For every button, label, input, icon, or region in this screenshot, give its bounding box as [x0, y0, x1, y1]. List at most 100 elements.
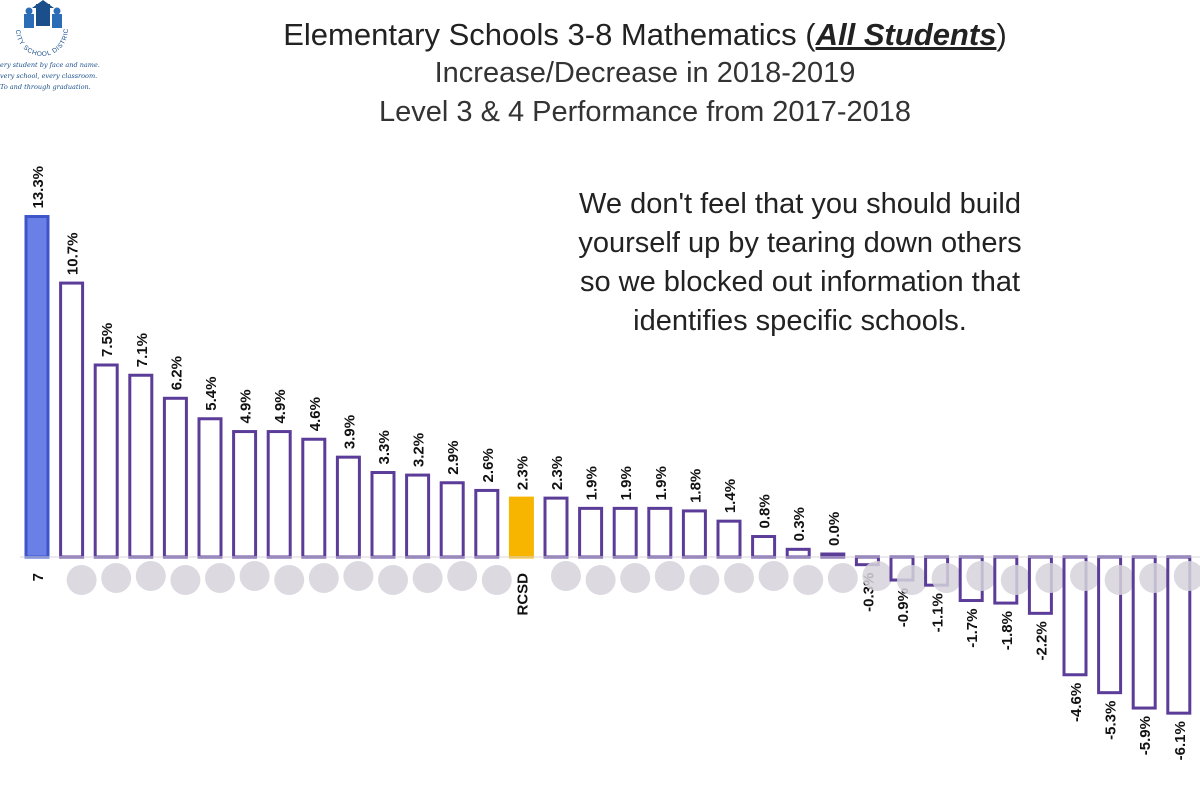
- data-label: -1.8%: [999, 611, 1016, 650]
- redacted-school-dot: [620, 563, 651, 593]
- bar: [508, 496, 534, 559]
- bar-chart: 13.3% 7 10.7% 7.5% 7.1% 6.2% 5.4% 4.9% 4.9% 4.6% 3…: [20, 166, 1200, 760]
- data-label: -2.2%: [1033, 621, 1050, 660]
- redacted-school-dot: [689, 565, 720, 595]
- bar: [128, 373, 154, 559]
- data-label: 1.9%: [653, 466, 670, 500]
- data-label: -5.9%: [1137, 716, 1154, 755]
- data-label: 2.9%: [445, 441, 462, 475]
- redacted-school-dot: [1000, 565, 1031, 595]
- bar: [647, 506, 673, 559]
- bar: [751, 535, 777, 559]
- redacted-school-dot: [862, 561, 893, 591]
- redacted-school-dot: [1035, 563, 1066, 593]
- data-label: 1.8%: [687, 469, 704, 503]
- redacted-school-dot: [205, 563, 235, 593]
- district-logo: CITY SCHOOL DISTRICT ery student by face…: [0, 0, 110, 105]
- data-label: 0.8%: [757, 494, 774, 528]
- redacted-school-dot: [827, 563, 858, 593]
- redacted-school-dot: [1139, 563, 1170, 593]
- redacted-school-dot: [966, 561, 997, 591]
- data-label: 2.6%: [480, 448, 497, 482]
- data-label: -1.1%: [930, 593, 947, 632]
- bar: [93, 363, 119, 559]
- redacted-school-dot: [66, 565, 97, 595]
- bar: [681, 509, 707, 559]
- data-label: -0.9%: [895, 588, 912, 627]
- data-label: 2.3%: [549, 456, 566, 490]
- bar: [716, 519, 742, 559]
- data-label: 3.3%: [376, 430, 393, 464]
- bar: [474, 488, 500, 559]
- redacted-school-dot: [378, 565, 408, 595]
- data-label: 2.3%: [514, 456, 531, 490]
- chart-subtitle-line-2: Level 3 & 4 Performance from 2017-2018: [379, 96, 911, 128]
- redacted-school-dot: [135, 561, 166, 591]
- data-label: 5.4%: [203, 377, 220, 411]
- bar: [266, 430, 292, 559]
- data-label: 0.0%: [826, 512, 843, 546]
- redacted-school-dot: [274, 565, 305, 595]
- redacted-school-dot: [308, 563, 339, 593]
- data-label: 3.9%: [341, 415, 358, 449]
- bar: [785, 547, 811, 559]
- redacted-school-dot: [1173, 561, 1200, 591]
- redacted-school-dot: [101, 563, 132, 593]
- school-building-icon: CITY SCHOOL DISTRICT: [10, 0, 69, 58]
- bar: [335, 455, 361, 559]
- redacted-school-dot: [170, 565, 201, 595]
- redacted-school-dot: [585, 565, 616, 595]
- redacted-school-dot: [447, 561, 478, 591]
- data-label: 4.9%: [238, 389, 255, 423]
- redacted-school-dot: [931, 563, 962, 593]
- data-label: 4.6%: [307, 397, 324, 431]
- bar: [612, 506, 638, 559]
- data-label: -6.1%: [1172, 721, 1189, 760]
- bar: [405, 473, 431, 559]
- bar: [197, 417, 223, 559]
- data-label: 7.5%: [99, 323, 116, 357]
- data-label: -1.7%: [964, 609, 981, 648]
- redacted-school-dot: [1070, 561, 1100, 591]
- data-label: -5.3%: [1103, 701, 1120, 740]
- bar: [162, 396, 188, 559]
- redacted-school-dot: [724, 563, 754, 593]
- chart-subtitle-line-1: Increase/Decrease in 2018-2019: [434, 57, 856, 89]
- chart-title-block: Elementary Schools 3-8 Mathematics (All …: [200, 16, 1090, 132]
- title-emphasis: All Students: [815, 17, 997, 52]
- bar: [543, 496, 569, 559]
- data-label: 13.3%: [30, 166, 47, 209]
- bar: [301, 437, 327, 559]
- data-label: 3.2%: [411, 433, 428, 467]
- bar: [24, 215, 50, 559]
- redacted-school-dot: [239, 561, 270, 591]
- redacted-school-dot: [551, 561, 581, 591]
- redacted-school-dot: [343, 561, 374, 591]
- data-label: -4.6%: [1068, 683, 1085, 722]
- privacy-note: We don't feel that you should build your…: [578, 188, 1022, 337]
- logo-tagline: ery student by face and name. very schoo…: [0, 61, 100, 91]
- redacted-school-dot: [793, 565, 824, 595]
- category-label: RCSD: [514, 573, 531, 616]
- data-label: 1.9%: [618, 466, 635, 500]
- redacted-school-dot: [758, 561, 789, 591]
- data-label: 4.9%: [272, 389, 289, 423]
- bar: [578, 506, 604, 559]
- data-label: 1.9%: [584, 466, 601, 500]
- bar: [59, 281, 85, 559]
- data-label: 0.3%: [791, 507, 808, 541]
- chart-title: Elementary Schools 3-8 Mathematics (All …: [283, 17, 1007, 52]
- redacted-school-dot: [481, 565, 512, 595]
- bar: [232, 430, 258, 559]
- redacted-school-dot: [412, 563, 443, 593]
- redacted-school-dot: [897, 565, 927, 595]
- bar: [370, 471, 396, 559]
- redacted-school-dot: [654, 561, 685, 591]
- data-label: 1.4%: [722, 479, 739, 513]
- category-label: 7: [30, 573, 47, 581]
- data-label: 7.1%: [134, 333, 151, 367]
- data-label: 6.2%: [168, 356, 185, 390]
- data-label: 10.7%: [65, 233, 82, 276]
- redacted-school-dot: [1104, 565, 1135, 595]
- bar: [439, 481, 465, 559]
